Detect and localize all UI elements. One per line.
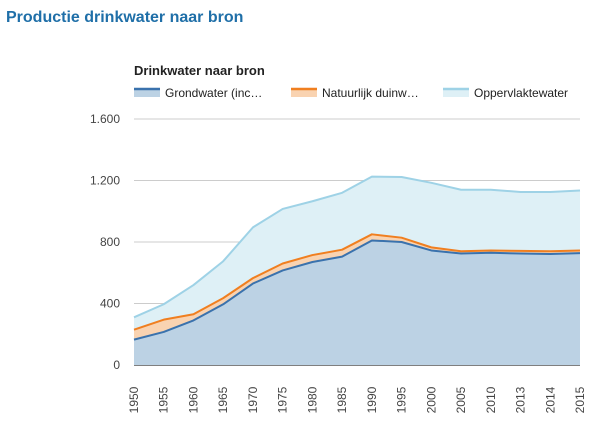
x-tick-label: 1950 [127, 386, 141, 413]
area-grondwater-inc [134, 240, 580, 365]
x-tick-label: 2005 [454, 386, 468, 413]
x-tick-label: 1965 [216, 386, 230, 413]
y-tick-label: 1.200 [90, 174, 120, 188]
y-tick-label: 1.600 [90, 112, 120, 126]
x-tick-label: 2013 [514, 386, 528, 413]
line-oppervlaktewater [133, 175, 581, 319]
legend-label: Natuurlijk duinw… [322, 86, 419, 100]
line-natuurlijk-duinw [133, 233, 581, 331]
x-tick-label: 2000 [424, 386, 438, 413]
y-tick-label: 0 [113, 358, 120, 372]
chart-title: Drinkwater naar bron [134, 63, 265, 78]
y-tick-label: 400 [100, 297, 120, 311]
series-areas [134, 176, 580, 365]
area-oppervlaktewater [134, 176, 580, 330]
x-tick-label: 1960 [186, 386, 200, 413]
y-axis-ticks: 0 400 800 1.200 1.600 [90, 112, 120, 372]
legend: Grondwater (inc… Natuurlijk duinw… Oppervl… [134, 86, 568, 100]
x-tick-label: 1980 [305, 386, 319, 413]
page-title: Productie drinkwater naar bron [6, 9, 244, 26]
series-lines [133, 175, 581, 341]
x-tick-label: 1985 [335, 386, 349, 413]
x-axis-ticks: 1950 1955 1960 1965 1970 1975 1980 1985 1990 1995… [127, 386, 587, 413]
x-tick-label: 2015 [573, 386, 587, 413]
x-tick-label: 1990 [365, 386, 379, 413]
x-tick-label: 2010 [484, 386, 498, 413]
x-tick-label: 1955 [157, 386, 171, 413]
x-tick-label: 2014 [543, 386, 557, 413]
x-tick-label: 1975 [276, 386, 290, 413]
legend-label: Oppervlaktewater [474, 86, 568, 100]
legend-swatch [134, 89, 160, 97]
line-grondwater-inc [133, 239, 581, 341]
x-tick-label: 1970 [246, 386, 260, 413]
legend-label: Grondwater (inc… [165, 86, 262, 100]
y-tick-label: 800 [100, 235, 120, 249]
x-tick-label: 1995 [395, 386, 409, 413]
legend-swatch [291, 89, 317, 97]
legend-swatch [443, 89, 469, 97]
